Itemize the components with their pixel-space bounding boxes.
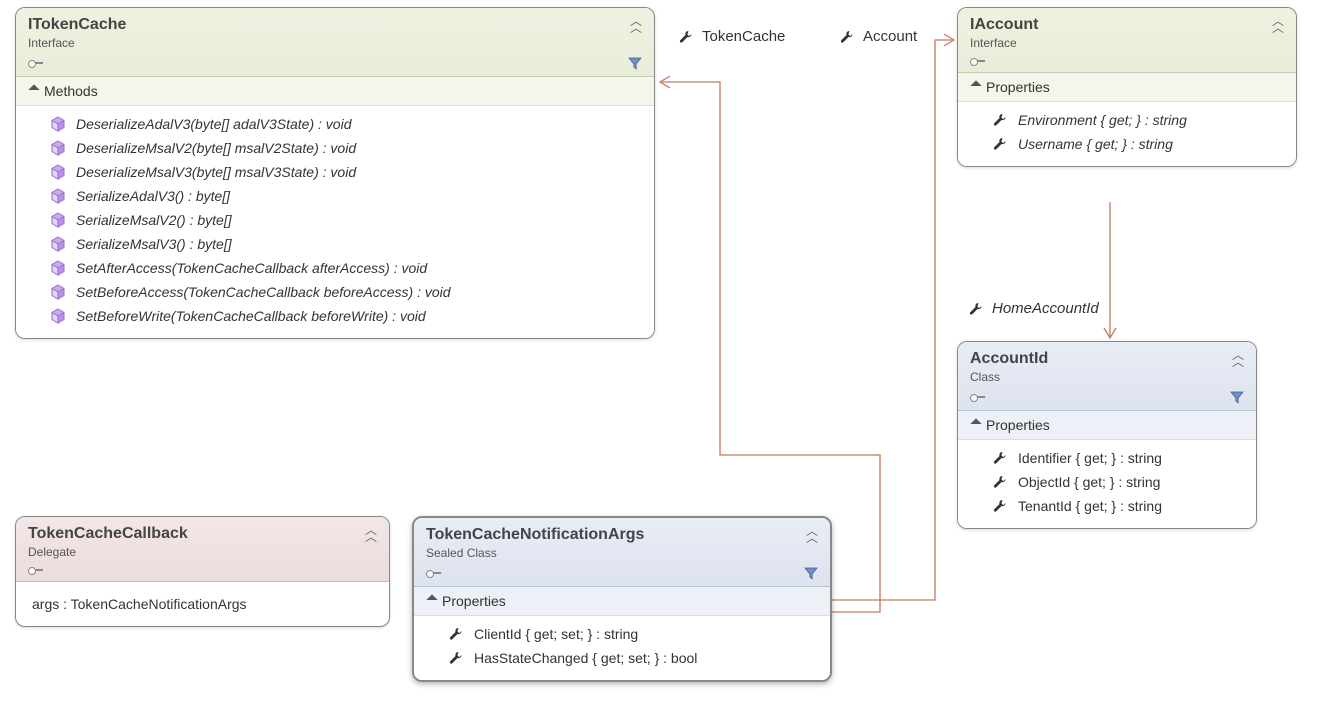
wrench-icon <box>678 29 694 45</box>
edge-label-text: Account <box>863 28 917 45</box>
class-name: IAccount <box>970 16 1284 34</box>
collapse-icon[interactable]: ︿︿ <box>806 528 818 542</box>
property-item[interactable]: ClientId { get; set; } : string <box>428 622 816 646</box>
collapse-icon[interactable]: ︿︿ <box>1232 352 1244 366</box>
lollipop-icon <box>426 568 442 578</box>
property-item[interactable]: Environment { get; } : string <box>972 108 1282 132</box>
property-item[interactable]: TenantId { get; } : string <box>972 494 1242 518</box>
box-header: ITokenCache Interface ︿︿ <box>16 8 654 77</box>
wrench-icon <box>992 450 1008 466</box>
box-header: TokenCacheCallback Delegate ︿︿ <box>16 517 389 582</box>
collapse-icon[interactable]: ︿︿ <box>630 18 642 32</box>
box-accountid[interactable]: AccountId Class ︿︿ Properties Identifier… <box>957 341 1257 529</box>
section-label: Properties <box>986 417 1050 433</box>
box-tokencachenotificationargs[interactable]: TokenCacheNotificationArgs Sealed Class … <box>412 516 832 682</box>
section-header-properties[interactable]: Properties <box>958 73 1296 102</box>
members-list: ClientId { get; set; } : string HasState… <box>414 616 830 680</box>
cube-icon <box>50 116 66 132</box>
edge-label-account: Account <box>839 28 917 45</box>
class-name: TokenCacheNotificationArgs <box>426 526 818 544</box>
edge-account <box>832 40 952 600</box>
box-tokencachecallback[interactable]: TokenCacheCallback Delegate ︿︿ args : To… <box>15 516 390 627</box>
class-name: TokenCacheCallback <box>28 525 377 543</box>
class-kind: Interface <box>28 36 642 50</box>
method-item[interactable]: SetBeforeWrite(TokenCacheCallback before… <box>30 304 640 328</box>
expand-tri-icon <box>426 593 438 609</box>
expand-tri-icon <box>28 83 40 99</box>
property-item[interactable]: HasStateChanged { get; set; } : bool <box>428 646 816 670</box>
property-item[interactable]: Identifier { get; } : string <box>972 446 1242 470</box>
method-item[interactable]: SetBeforeAccess(TokenCacheCallback befor… <box>30 280 640 304</box>
cube-icon <box>50 284 66 300</box>
filter-icon[interactable] <box>1230 390 1244 404</box>
collapse-icon[interactable]: ︿︿ <box>1272 18 1284 32</box>
delegate-body: args : TokenCacheNotificationArgs <box>16 582 389 626</box>
expand-tri-icon <box>970 417 982 433</box>
box-iaccount[interactable]: IAccount Interface ︿︿ Properties Environ… <box>957 7 1297 167</box>
wrench-icon <box>839 29 855 45</box>
edge-label-text: HomeAccountId <box>992 300 1099 317</box>
method-item[interactable]: DeserializeMsalV3(byte[] msalV3State) : … <box>30 160 640 184</box>
class-kind: Class <box>970 370 1244 384</box>
section-label: Properties <box>442 593 506 609</box>
lollipop-icon <box>28 565 44 575</box>
edge-label-tokencache: TokenCache <box>678 28 785 45</box>
box-header: IAccount Interface ︿︿ <box>958 8 1296 73</box>
cube-icon <box>50 188 66 204</box>
class-kind: Sealed Class <box>426 546 818 560</box>
members-list: DeserializeAdalV3(byte[] adalV3State) : … <box>16 106 654 338</box>
wrench-icon <box>992 136 1008 152</box>
cube-icon <box>50 236 66 252</box>
method-item[interactable]: SerializeMsalV2() : byte[] <box>30 208 640 232</box>
expand-tri-icon <box>970 79 982 95</box>
method-item[interactable]: DeserializeMsalV2(byte[] msalV2State) : … <box>30 136 640 160</box>
class-name: ITokenCache <box>28 16 642 34</box>
wrench-icon <box>448 650 464 666</box>
class-name: AccountId <box>970 350 1244 368</box>
cube-icon <box>50 260 66 276</box>
members-list: Environment { get; } : string Username {… <box>958 102 1296 166</box>
method-item[interactable]: SetAfterAccess(TokenCacheCallback afterA… <box>30 256 640 280</box>
section-header-properties[interactable]: Properties <box>958 411 1256 440</box>
section-header-properties[interactable]: Properties <box>414 587 830 616</box>
section-label: Properties <box>986 79 1050 95</box>
cube-icon <box>50 164 66 180</box>
edge-label-text: TokenCache <box>702 28 785 45</box>
method-item[interactable]: SerializeMsalV3() : byte[] <box>30 232 640 256</box>
filter-icon[interactable] <box>628 56 642 70</box>
collapse-icon[interactable]: ︿︿ <box>365 527 377 541</box>
property-item[interactable]: Username { get; } : string <box>972 132 1282 156</box>
wrench-icon <box>992 474 1008 490</box>
lollipop-icon <box>28 58 44 68</box>
wrench-icon <box>992 498 1008 514</box>
edge-label-homeaccountid: HomeAccountId <box>968 300 1099 317</box>
box-header: AccountId Class ︿︿ <box>958 342 1256 411</box>
section-label: Methods <box>44 83 98 99</box>
cube-icon <box>50 212 66 228</box>
wrench-icon <box>968 301 984 317</box>
wrench-icon <box>448 626 464 642</box>
class-kind: Interface <box>970 36 1284 50</box>
box-itokencache[interactable]: ITokenCache Interface ︿︿ Methods Deseria… <box>15 7 655 339</box>
cube-icon <box>50 140 66 156</box>
cube-icon <box>50 308 66 324</box>
members-list: Identifier { get; } : string ObjectId { … <box>958 440 1256 528</box>
filter-icon[interactable] <box>804 566 818 580</box>
method-item[interactable]: SerializeAdalV3() : byte[] <box>30 184 640 208</box>
property-item[interactable]: ObjectId { get; } : string <box>972 470 1242 494</box>
lollipop-icon <box>970 56 986 66</box>
delegate-signature: args : TokenCacheNotificationArgs <box>32 596 247 612</box>
method-item[interactable]: DeserializeAdalV3(byte[] adalV3State) : … <box>30 112 640 136</box>
class-kind: Delegate <box>28 545 377 559</box>
lollipop-icon <box>970 392 986 402</box>
box-header: TokenCacheNotificationArgs Sealed Class … <box>414 518 830 587</box>
wrench-icon <box>992 112 1008 128</box>
section-header-methods[interactable]: Methods <box>16 77 654 106</box>
